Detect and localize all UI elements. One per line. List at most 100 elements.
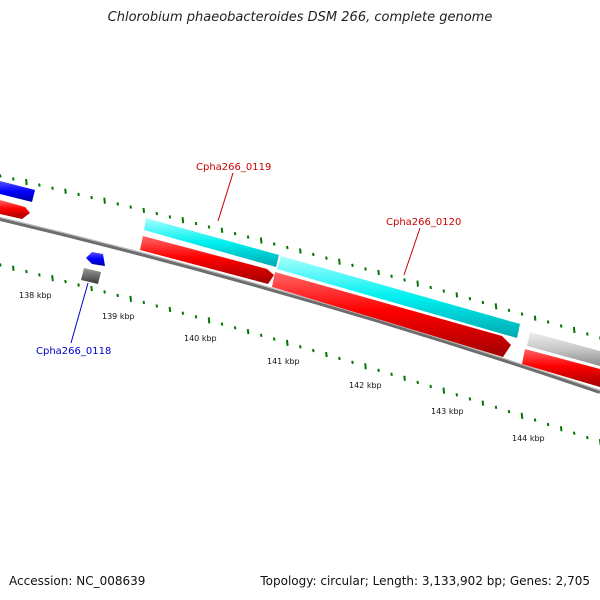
genome-summary-text: Topology: circular; Length: 3,133,902 bp… bbox=[260, 574, 590, 588]
gc-tick bbox=[364, 363, 367, 370]
gc-tick bbox=[546, 422, 550, 427]
gc-tick bbox=[351, 263, 354, 267]
cds-arrow-right[interactable] bbox=[522, 349, 600, 387]
gc-tick bbox=[233, 232, 237, 236]
ruler-tick-label: 144 kbp bbox=[512, 434, 545, 443]
gc-tick bbox=[442, 387, 446, 394]
cyan-feature-0120[interactable] bbox=[277, 256, 520, 338]
gray-feature-right[interactable] bbox=[527, 332, 600, 366]
gc-tick bbox=[403, 375, 406, 381]
label-line-0120 bbox=[403, 227, 421, 276]
gc-tick bbox=[12, 265, 15, 271]
gc-tick bbox=[233, 326, 237, 330]
gc-tick bbox=[259, 333, 263, 337]
gc-tick bbox=[481, 300, 485, 305]
gc-tick bbox=[455, 292, 459, 298]
gc-tick bbox=[272, 242, 276, 246]
gc-tick bbox=[51, 186, 54, 190]
gc-tick bbox=[390, 372, 393, 376]
gc-tick bbox=[338, 258, 341, 265]
gc-tick bbox=[533, 418, 537, 422]
gc-tick bbox=[468, 297, 472, 301]
gc-tick bbox=[64, 279, 67, 284]
gc-tick bbox=[559, 324, 563, 328]
gc-tick bbox=[155, 211, 159, 216]
ruler-tick-label: 138 kbp bbox=[19, 291, 52, 300]
ruler-tick-label: 139 kbp bbox=[102, 312, 135, 321]
gc-tick bbox=[377, 269, 380, 276]
gc-tick bbox=[520, 312, 524, 316]
gc-tick bbox=[246, 328, 250, 335]
gc-tick bbox=[142, 207, 146, 214]
gc-tick bbox=[494, 303, 498, 310]
cyan-feature-0119[interactable] bbox=[144, 218, 279, 267]
cds-arrow-0119[interactable] bbox=[140, 236, 274, 284]
cds-arrow-left[interactable] bbox=[0, 200, 30, 219]
gc-tick bbox=[312, 252, 315, 257]
gc-tick bbox=[416, 380, 419, 385]
map-title: Chlorobium phaeobacteroides DSM 266, com… bbox=[107, 10, 493, 25]
gc-tick bbox=[286, 245, 289, 250]
gc-tick bbox=[403, 278, 406, 282]
gc-tick bbox=[129, 205, 132, 209]
gc-tick bbox=[207, 225, 211, 229]
gc-tick bbox=[38, 273, 41, 277]
gc-tick bbox=[0, 174, 2, 178]
gc-tick bbox=[377, 368, 380, 372]
label-line-0118 bbox=[70, 282, 89, 344]
gc-tick bbox=[507, 409, 511, 414]
genome-backbone-highlight bbox=[0, 217, 600, 391]
ruler-tick-label: 143 kbp bbox=[431, 407, 464, 416]
gc-tick bbox=[129, 295, 132, 302]
gc-tick bbox=[442, 289, 446, 293]
gc-tick bbox=[90, 195, 93, 200]
gene-label-0119[interactable]: Cpha266_0119 bbox=[196, 162, 271, 173]
gc-tick bbox=[455, 393, 459, 397]
ruler-tick-label: 142 kbp bbox=[349, 381, 382, 390]
gc-tick bbox=[533, 315, 537, 321]
gc-tick bbox=[90, 285, 93, 292]
gc-tick bbox=[0, 263, 2, 267]
gc-tick bbox=[181, 217, 185, 224]
gc-tick bbox=[116, 293, 119, 298]
gc-tick bbox=[299, 248, 302, 254]
gc-tick bbox=[194, 315, 198, 319]
gc-tick bbox=[364, 267, 367, 271]
gc-tick bbox=[338, 356, 341, 361]
gc-tick bbox=[586, 332, 589, 336]
gc-tick bbox=[507, 308, 511, 312]
gc-tick bbox=[286, 339, 289, 346]
gc-tick bbox=[220, 322, 224, 326]
ruler-tick-label: 141 kbp bbox=[267, 357, 300, 366]
gc-tick bbox=[416, 280, 419, 287]
blue-feature-0118[interactable] bbox=[86, 252, 105, 266]
gene-label-0120[interactable]: Cpha266_0120 bbox=[386, 217, 461, 228]
gc-tick bbox=[103, 197, 106, 204]
gray-feature-0118[interactable] bbox=[81, 268, 101, 284]
gc-tick bbox=[38, 183, 41, 187]
gc-tick bbox=[51, 275, 54, 282]
gc-tick bbox=[390, 274, 393, 278]
gc-tick bbox=[429, 285, 432, 290]
gc-tick bbox=[559, 426, 563, 432]
gc-tick bbox=[207, 317, 211, 324]
gc-tick bbox=[325, 256, 328, 260]
gc-tick bbox=[168, 215, 172, 219]
gc-tick bbox=[25, 269, 28, 274]
gc-tick bbox=[259, 237, 263, 244]
gc-tick bbox=[325, 351, 328, 358]
blue-feature-left[interactable] bbox=[0, 181, 35, 202]
gc-tick bbox=[64, 188, 67, 194]
gc-tick bbox=[546, 320, 550, 324]
gc-tick bbox=[142, 300, 146, 305]
gc-tick bbox=[12, 177, 15, 181]
gc-tick bbox=[351, 360, 354, 364]
gc-tick bbox=[468, 397, 472, 401]
genome-backbone bbox=[0, 217, 600, 394]
accession-text: Accession: NC_008639 bbox=[9, 574, 146, 588]
gene-label-0118[interactable]: Cpha266_0118 bbox=[36, 346, 111, 357]
cds-arrow-0120[interactable] bbox=[272, 272, 511, 357]
gc-tick bbox=[494, 405, 498, 409]
